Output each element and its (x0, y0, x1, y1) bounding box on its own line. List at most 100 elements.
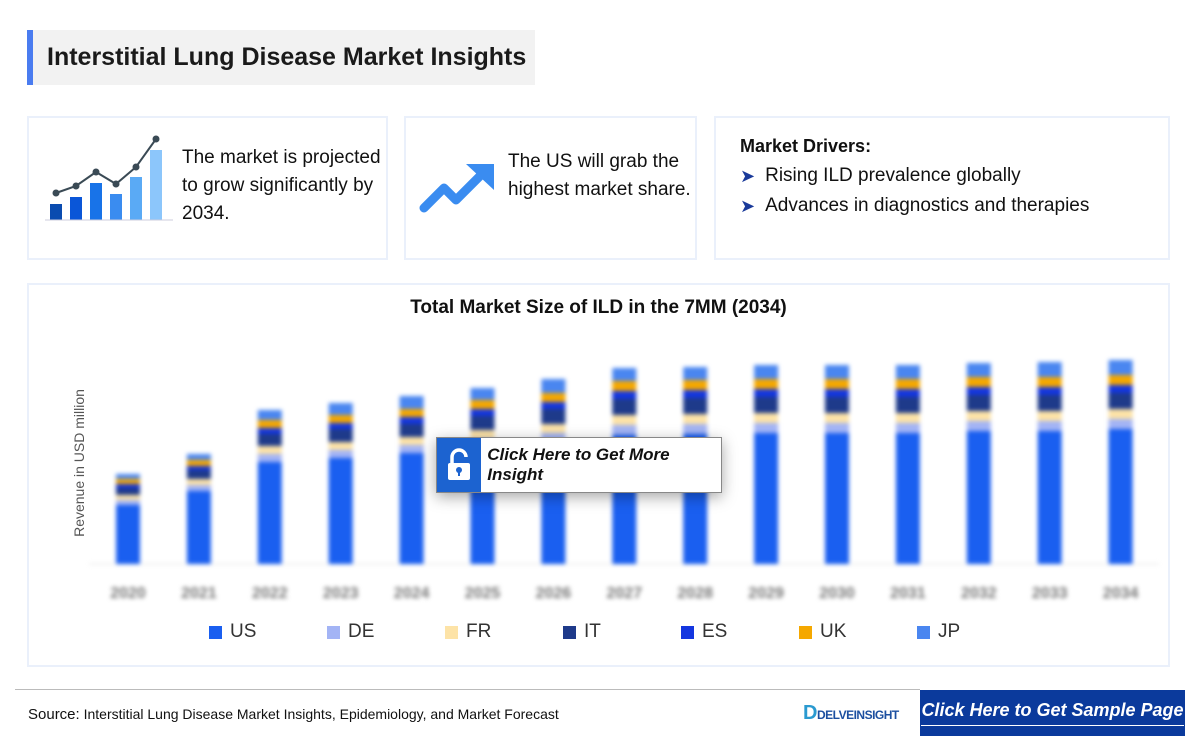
x-tick-label: 2031 (890, 585, 926, 602)
x-tick-label: 2023 (323, 585, 359, 602)
driver-item: ➤ Advances in diagnostics and therapies (740, 195, 1168, 217)
bar-segment-jp-2033 (1037, 362, 1062, 377)
bar-segment-fr-2032 (966, 411, 991, 421)
bar-segment-fr-2022 (257, 446, 282, 454)
bar-segment-it-2020 (116, 488, 140, 495)
trend-up-arrow-icon (419, 164, 494, 213)
bar-segment-uk-2020 (116, 479, 140, 484)
drivers-card: Market Drivers: ➤ Rising ILD prevalence g… (714, 116, 1170, 260)
driver-item: ➤ Rising ILD prevalence globally (740, 165, 1168, 187)
bar-segment-us-2030 (825, 433, 849, 564)
legend-label: DE (348, 621, 375, 642)
legend-label: IT (584, 621, 601, 642)
legend-swatch (799, 625, 812, 639)
bar-segment-jp-2034 (1108, 360, 1133, 375)
growth-card: The market is projected to grow signific… (27, 116, 388, 260)
x-tick-label: 2025 (465, 585, 501, 602)
bar-segment-de-2028 (683, 424, 708, 434)
x-tick-label: 2024 (394, 585, 430, 602)
bar-segment-fr-2025 (470, 430, 495, 439)
bar-segment-it-2034 (1108, 393, 1133, 409)
bar-segment-jp-2030 (825, 365, 849, 379)
source-label: Source: (28, 706, 80, 723)
x-tick-label: 2027 (607, 585, 643, 602)
bar-segment-it-2028 (683, 398, 708, 414)
bar-segment-es-2028 (683, 390, 708, 398)
bar-segment-us-2031 (895, 433, 920, 564)
bar-segment-us-2020 (116, 505, 140, 564)
bar-segment-es-2030 (825, 389, 849, 397)
bar-segment-uk-2027 (612, 381, 637, 391)
bar-segment-fr-2023 (328, 442, 353, 450)
bar-segment-es-2032 (966, 387, 991, 395)
bar-segment-jp-2022 (257, 410, 282, 420)
bar-segment-us-2021 (186, 491, 211, 564)
bar-segment-us-2032 (966, 431, 991, 564)
bar-segment-es-2025 (470, 409, 495, 416)
bar-segment-us-2024 (399, 453, 424, 564)
get-sample-page-button[interactable]: Click Here to Get Sample Page (920, 690, 1185, 736)
bar-segment-es-2024 (399, 417, 424, 424)
x-tick-label: 2028 (677, 585, 713, 602)
legend-item-es: ES (681, 621, 799, 643)
bar-segment-fr-2027 (612, 415, 637, 425)
bar-segment-us-2033 (1037, 431, 1062, 564)
bar-segment-jp-2027 (612, 368, 637, 381)
bar-segment-jp-2032 (966, 363, 991, 377)
delveinsight-logo: DDELVEINSIGHT (803, 702, 899, 724)
bar-segment-it-2027 (612, 399, 637, 415)
legend-item-us: US (209, 621, 327, 643)
bar-segment-uk-2031 (895, 379, 920, 389)
bar-segment-de-2022 (257, 454, 282, 462)
bar-segment-jp-2031 (895, 365, 920, 379)
bar-segment-it-2022 (257, 434, 282, 446)
bar-segment-fr-2021 (186, 479, 211, 485)
bar-segment-jp-2029 (754, 365, 779, 379)
legend-item-uk: UK (799, 621, 917, 643)
growth-chart-icon (45, 135, 173, 221)
bar-segment-es-2031 (895, 389, 920, 397)
bar-segment-jp-2028 (683, 367, 708, 380)
bar-segment-jp-2023 (328, 403, 353, 415)
get-more-insight-button[interactable]: Click Here to Get More Insight (436, 437, 722, 493)
bar-segment-jp-2026 (541, 379, 566, 393)
bar-segment-it-2032 (966, 395, 991, 411)
bar-segment-it-2033 (1037, 395, 1062, 411)
bar-segment-it-2029 (754, 397, 779, 413)
source-text: Interstitial Lung Disease Market Insight… (83, 706, 559, 722)
footer-divider (15, 689, 920, 690)
bar-segment-uk-2022 (257, 420, 282, 428)
legend-swatch (681, 625, 694, 639)
growth-text: The market is projected to grow signific… (182, 147, 381, 224)
us-card: The US will grab the highest market shar… (404, 116, 697, 260)
bar-segment-fr-2030 (825, 413, 849, 423)
bar-segment-jp-2024 (399, 396, 424, 409)
bar-segment-de-2023 (328, 450, 353, 458)
driver-text: Advances in diagnostics and therapies (765, 195, 1090, 216)
x-tick-label: 2020 (110, 585, 146, 602)
bar-segment-de-2027 (612, 425, 637, 435)
legend-label: JP (938, 621, 961, 642)
bar-segment-fr-2034 (1108, 409, 1133, 419)
legend-item-it: IT (563, 621, 681, 643)
page-title: Interstitial Lung Disease Market Insight… (47, 43, 527, 71)
us-share-text: The US will grab the highest market shar… (508, 151, 691, 200)
bar-segment-uk-2028 (683, 380, 708, 390)
legend-label: UK (820, 621, 847, 642)
insight-button-label: Click Here to Get More Insight (487, 445, 670, 484)
x-tick-label: 2030 (819, 585, 855, 602)
bar-segment-uk-2024 (399, 409, 424, 417)
bar-segment-de-2024 (399, 445, 424, 453)
driver-text: Rising ILD prevalence globally (765, 165, 1021, 186)
legend-item-de: DE (327, 621, 445, 643)
bar-segment-es-2021 (186, 466, 211, 470)
bar-segment-it-2025 (470, 416, 495, 430)
drivers-title: Market Drivers: (740, 136, 872, 156)
legend-swatch (445, 625, 458, 639)
bar-segment-it-2024 (399, 424, 424, 437)
bar-segment-jp-2020 (116, 474, 140, 479)
bar-segment-it-2023 (328, 429, 353, 442)
legend-label: FR (466, 621, 492, 642)
x-tick-label: 2034 (1103, 585, 1139, 602)
bar-segment-uk-2026 (541, 393, 566, 402)
